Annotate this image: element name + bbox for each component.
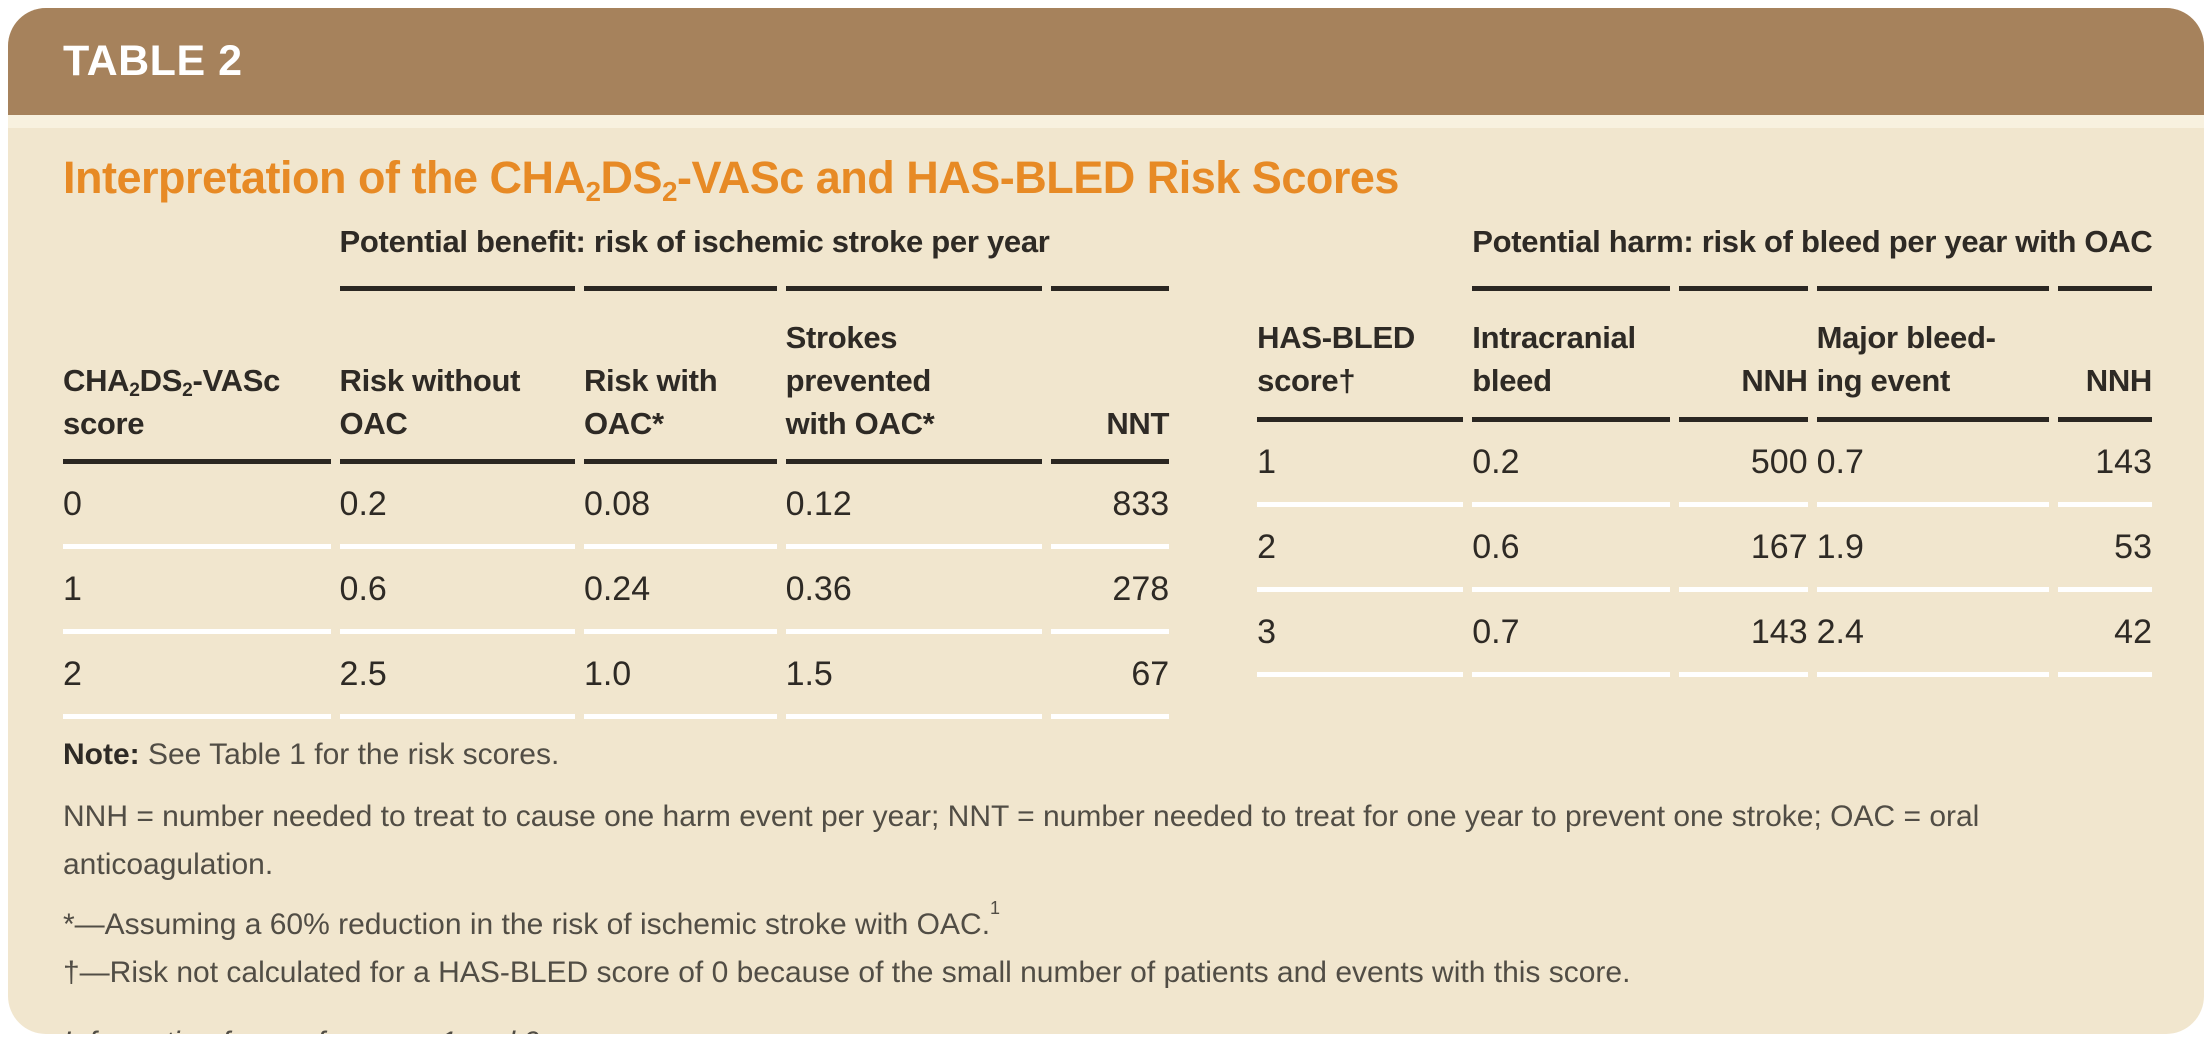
cell-nnh-intracranial: 143 <box>1678 592 1808 677</box>
table-card: TABLE 2 Interpretation of the CHA2DS2-VA… <box>8 8 2204 1034</box>
table-row: 2 2.5 1.0 1.5 67 <box>63 634 1170 720</box>
footnotes: Note: See Table 1 for the risk scores. N… <box>63 731 2152 1034</box>
tables-row: Potential benefit: risk of ischemic stro… <box>63 224 2153 720</box>
cell-nnh-major: 53 <box>2057 507 2152 592</box>
col-header-nnh-major: NNH <box>2057 291 2152 422</box>
cell-strokes-prevented: 0.12 <box>785 464 1043 550</box>
table-number-label: TABLE 2 <box>63 37 243 85</box>
abbreviations-line: NNH = number needed to treat to cause on… <box>63 800 1980 882</box>
cell-intracranial-bleed: 0.6 <box>1472 507 1670 592</box>
col-header-nnh-intracranial: NNH <box>1678 291 1808 422</box>
cell-nnt: 278 <box>1051 549 1170 635</box>
table-row: 2 0.6 167 1.9 53 <box>1257 507 2152 592</box>
col-header-chads-vasc-score: CHA2DS2-VASc score <box>63 291 331 465</box>
cell-major-bleeding: 0.7 <box>1816 422 2049 507</box>
header-divider-strip <box>8 115 2204 128</box>
cell-risk-without-oac: 0.6 <box>339 549 575 635</box>
col-header-strokes-prevented: Strokes prevented with OAC* <box>785 291 1043 465</box>
cell-risk-without-oac: 0.2 <box>339 464 575 550</box>
subscript: 2 <box>182 380 193 402</box>
col-header-has-bled-score: HAS-BLED score† <box>1257 291 1464 422</box>
dagger-footnote: †—Risk not calculated for a HAS-BLED sco… <box>63 956 1631 990</box>
benefit-group-header: Potential benefit: risk of ischemic stro… <box>339 224 1050 259</box>
cell-strokes-prevented: 1.5 <box>785 634 1043 720</box>
asterisk-footnote: *—Assuming a 60% reduction in the risk o… <box>63 898 1001 942</box>
col-header-risk-with-oac: Risk with OAC* <box>583 291 777 465</box>
cell-score: 1 <box>1257 422 1464 507</box>
benefit-table: Potential benefit: risk of ischemic stro… <box>54 224 1178 720</box>
benefit-group-header-row: Potential benefit: risk of ischemic stro… <box>63 224 1169 286</box>
card-content: Interpretation of the CHA2DS2-VASc and H… <box>8 128 2204 1034</box>
cell-nnt: 67 <box>1051 634 1170 720</box>
cell-risk-without-oac: 2.5 <box>339 634 575 720</box>
table-row: 1 0.6 0.24 0.36 278 <box>63 549 1170 635</box>
cell-score: 2 <box>1257 507 1464 592</box>
table-title: Interpretation of the CHA2DS2-VASc and H… <box>63 152 1399 207</box>
table-header-bar: TABLE 2 <box>8 8 2204 115</box>
symbol-footnotes: *—Assuming a 60% reduction in the risk o… <box>63 898 2152 997</box>
source-credit: Information from references 1 and 9. <box>63 1019 2152 1034</box>
cell-nnh-intracranial: 167 <box>1678 507 1808 592</box>
cell-risk-with-oac: 0.24 <box>583 549 777 635</box>
note-label: Note: <box>63 738 140 772</box>
col-header-intracranial-bleed: Intracranial bleed <box>1472 291 1670 422</box>
harm-table: Potential harm: risk of bleed per year w… <box>1248 224 2161 677</box>
cell-nnh-intracranial: 500 <box>1678 422 1808 507</box>
col-header-major-bleeding-event: Major bleed- ing event <box>1816 291 2049 422</box>
cell-nnh-major: 143 <box>2057 422 2152 507</box>
subscript: 2 <box>129 380 140 402</box>
cell-nnh-major: 42 <box>2057 592 2152 677</box>
harm-group-rule <box>1257 286 2152 291</box>
table-row: 0 0.2 0.08 0.12 833 <box>63 464 1170 550</box>
cell-nnt: 833 <box>1051 464 1170 550</box>
table-row: 1 0.2 500 0.7 143 <box>1257 422 2152 507</box>
note-text: See Table 1 for the risk scores. <box>139 738 560 772</box>
harm-group-header: Potential harm: risk of bleed per year w… <box>1472 224 2153 259</box>
cell-score: 3 <box>1257 592 1464 677</box>
cell-strokes-prevented: 0.36 <box>785 549 1043 635</box>
harm-column-header-row: HAS-BLED score† Intracranial bleed NNH M… <box>1257 291 2152 422</box>
benefit-group-rule <box>63 286 1170 291</box>
reference-superscript: 1 <box>990 898 1001 919</box>
benefit-column-header-row: CHA2DS2-VASc score Risk without OAC Risk… <box>63 291 1169 465</box>
cell-intracranial-bleed: 0.7 <box>1472 592 1670 677</box>
cell-major-bleeding: 2.4 <box>1816 592 2049 677</box>
cell-score: 0 <box>63 464 331 550</box>
col-header-risk-without-oac: Risk without OAC <box>339 291 575 465</box>
cell-intracranial-bleed: 0.2 <box>1472 422 1670 507</box>
note-line: Note: See Table 1 for the risk scores. <box>63 731 2152 779</box>
table-row: 3 0.7 143 2.4 42 <box>1257 592 2152 677</box>
cell-score: 2 <box>63 634 331 720</box>
subscript: 2 <box>662 175 678 207</box>
cell-risk-with-oac: 1.0 <box>583 634 777 720</box>
subscript: 2 <box>585 175 602 207</box>
harm-group-header-row: Potential harm: risk of bleed per year w… <box>1257 224 2152 286</box>
cell-risk-with-oac: 0.08 <box>583 464 777 550</box>
cell-major-bleeding: 1.9 <box>1816 507 2049 592</box>
cell-score: 1 <box>63 549 331 635</box>
col-header-nnt: NNT <box>1051 291 1169 465</box>
